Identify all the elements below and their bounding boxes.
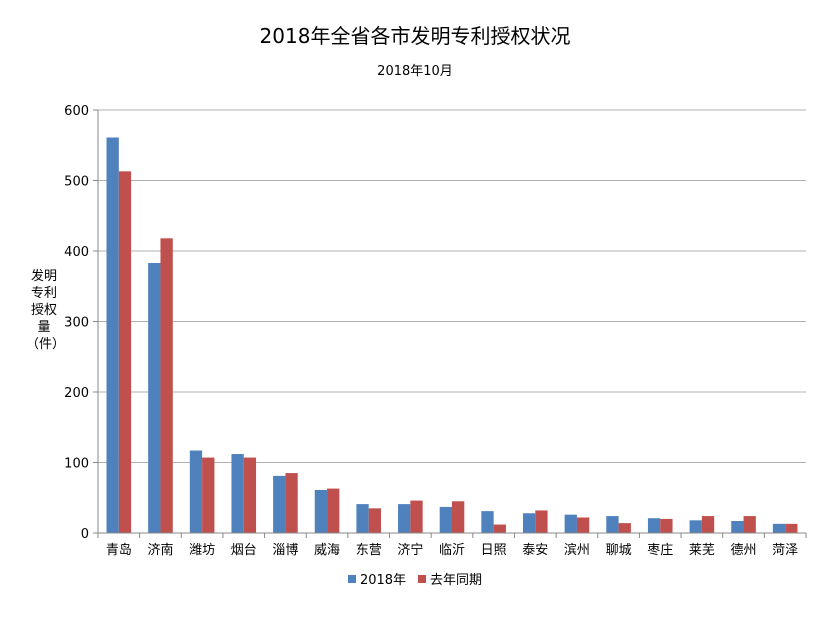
legend-swatch-2018 <box>347 574 356 583</box>
x-tick-label-13: 枣庄 <box>647 542 673 558</box>
bar-淄博-current <box>273 475 286 533</box>
x-tick-labels: 青岛 济南 潍坊 烟台 淄博 威海 东营 济宁 临沂 日照 泰安 滨州 聊城 枣庄 莱芜 德州 菏泽 <box>106 542 798 558</box>
y-tick-label-300: 300 <box>64 316 89 331</box>
y-tick-label-500: 500 <box>64 175 89 190</box>
bar-滨州-last-year <box>576 517 590 533</box>
bar-淄博-last-year <box>285 473 298 533</box>
legend: 2018年 去年同期 <box>0 569 830 588</box>
legend-label-2018: 2018年 <box>359 573 407 588</box>
bar-滨州-current <box>564 514 577 533</box>
x-tick-label-4: 淄博 <box>272 543 298 558</box>
x-tick-label-10: 泰安 <box>522 543 548 558</box>
bar-潍坊-last-year <box>202 457 215 533</box>
x-tick-label-15: 德州 <box>731 543 757 558</box>
bar-东营-current <box>356 504 369 533</box>
bar-德州-current <box>731 521 744 533</box>
legend-swatch-last-year <box>418 574 427 583</box>
legend-label-last-year: 去年同期 <box>430 573 483 588</box>
y-tick-label-0: 0 <box>81 527 89 542</box>
x-tick-label-0: 青岛 <box>106 542 132 558</box>
bar-聊城-current <box>606 516 619 533</box>
bar-临沂-last-year <box>452 501 465 533</box>
x-tick-label-16: 菏泽 <box>772 543 798 558</box>
x-tick-label-2: 潍坊 <box>189 543 215 558</box>
chart-subtitle: 2018年10月 <box>377 64 453 79</box>
legend-item-2018: 2018年 <box>347 569 407 588</box>
grid-lines <box>98 109 806 463</box>
bar-青岛-last-year <box>118 171 132 533</box>
bar-济宁-last-year <box>410 500 423 533</box>
bar-枣庄-last-year <box>660 518 673 533</box>
bar-莱芜-current <box>689 520 702 533</box>
bar-泰安-last-year <box>535 510 548 533</box>
bars <box>106 137 798 533</box>
bar-菏泽-last-year <box>785 523 798 533</box>
x-tick-label-6: 东营 <box>356 543 382 558</box>
bar-济南-last-year <box>160 238 173 533</box>
bar-聊城-last-year <box>618 523 631 533</box>
y-axis-label: 发明 专利 授权 量 （件） <box>26 269 66 352</box>
axes <box>93 109 807 538</box>
x-tick-label-3: 烟台 <box>231 543 257 558</box>
bar-日照-last-year <box>493 524 506 533</box>
bar-莱芜-last-year <box>701 516 715 533</box>
bar-菏泽-current <box>772 523 786 533</box>
bar-烟台-current <box>231 454 244 533</box>
x-tick-label-12: 聊城 <box>606 543 632 558</box>
y-tick-label-100: 100 <box>64 457 89 472</box>
chart-title: 2018年全省各市发明专利授权状况 <box>259 24 571 48</box>
y-tick-labels: 0 100 200 300 400 500 600 <box>64 104 89 542</box>
legend-item-last-year: 去年同期 <box>418 569 482 588</box>
x-tick-label-7: 济宁 <box>397 542 423 558</box>
bar-青岛-current <box>106 137 119 533</box>
bar-临沂-current <box>439 506 452 533</box>
x-tick-label-8: 临沂 <box>439 543 465 558</box>
bar-威海-current <box>314 489 328 533</box>
bar-济宁-current <box>398 504 411 533</box>
bar-德州-last-year <box>743 516 756 533</box>
y-tick-label-600: 600 <box>64 104 89 119</box>
x-tick-label-11: 滨州 <box>564 542 590 558</box>
bar-东营-last-year <box>368 508 382 533</box>
bar-济南-current <box>148 262 161 533</box>
bar-枣庄-current <box>647 518 661 533</box>
y-tick-label-200: 200 <box>64 386 89 401</box>
bar-日照-current <box>481 511 494 533</box>
bar-潍坊-current <box>189 450 203 533</box>
x-tick-label-5: 威海 <box>314 543 340 558</box>
x-tick-label-14: 莱芜 <box>689 543 715 558</box>
x-tick-label-9: 日照 <box>481 543 507 558</box>
bar-烟台-last-year <box>243 457 257 533</box>
x-tick-label-1: 济南 <box>147 542 173 558</box>
bar-威海-last-year <box>327 488 340 533</box>
y-tick-label-400: 400 <box>64 245 89 260</box>
bar-泰安-current <box>522 513 536 533</box>
